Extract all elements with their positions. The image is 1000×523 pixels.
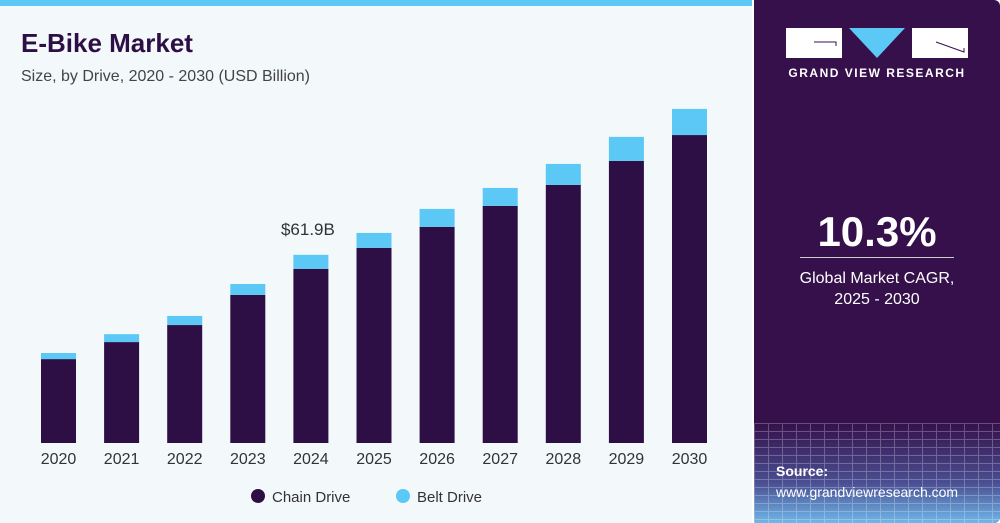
chart-subtitle: Size, by Drive, 2020 - 2030 (USD Billion… bbox=[21, 68, 311, 85]
x-tick-label: 2028 bbox=[546, 451, 582, 468]
x-tick-label: 2030 bbox=[672, 451, 708, 468]
bar-belt-drive-2028 bbox=[545, 163, 581, 185]
bar-belt-drive-2024 bbox=[293, 254, 329, 269]
bar-chain-drive-2029 bbox=[608, 160, 644, 443]
x-tick-label: 2025 bbox=[356, 451, 392, 468]
bar-belt-drive-2023 bbox=[230, 284, 266, 295]
bar-chain-drive-2021 bbox=[104, 342, 140, 443]
info-sidebar: GRAND VIEW RESEARCH 10.3% Global Market … bbox=[754, 0, 1000, 523]
bar-chain-drive-2020 bbox=[41, 359, 76, 443]
grid-decoration bbox=[754, 423, 1000, 523]
divider bbox=[800, 257, 954, 258]
bar-chain-drive-2027 bbox=[482, 205, 518, 443]
cagr-label: Global Market CAGR, 2025 - 2030 bbox=[754, 268, 1000, 310]
x-tick-label: 2024 bbox=[293, 451, 329, 468]
source-label: Source: bbox=[776, 463, 829, 479]
legend-label: Chain Drive bbox=[272, 489, 350, 506]
gvr-logo bbox=[786, 28, 968, 58]
cagr-label-line2: 2025 - 2030 bbox=[834, 291, 920, 308]
cagr-value: 10.3% bbox=[817, 208, 937, 255]
x-tick-label: 2029 bbox=[609, 451, 645, 468]
bar-chart: 2020 2021 2022 2023 2024 $61.9B 2025 2026 2027 20… bbox=[41, 108, 708, 506]
bar-chain-drive-2022 bbox=[167, 325, 203, 443]
bar-chain-drive-2024 bbox=[293, 268, 329, 443]
legend-marker bbox=[251, 489, 265, 503]
bar-belt-drive-2027 bbox=[482, 187, 518, 206]
bar-belt-drive-2021 bbox=[104, 334, 140, 343]
bar-belt-drive-2026 bbox=[419, 208, 455, 227]
x-tick-label: 2022 bbox=[167, 451, 203, 468]
data-label: $61.9B bbox=[281, 220, 335, 239]
legend-marker bbox=[396, 489, 410, 503]
x-tick-label: 2027 bbox=[482, 451, 518, 468]
bar-belt-drive-2029 bbox=[608, 136, 644, 161]
legend-label: Belt Drive bbox=[417, 489, 482, 506]
bar-chain-drive-2023 bbox=[230, 294, 266, 443]
bar-chain-drive-2026 bbox=[419, 226, 455, 443]
bar-belt-drive-2025 bbox=[356, 232, 392, 248]
bar-belt-drive-2020 bbox=[41, 353, 76, 360]
grid-lines-decoration bbox=[754, 423, 1000, 523]
x-tick-label: 2020 bbox=[41, 451, 77, 468]
x-tick-label: 2023 bbox=[230, 451, 266, 468]
source-url[interactable]: www.grandviewresearch.com bbox=[776, 484, 959, 500]
x-tick-label: 2021 bbox=[104, 451, 140, 468]
brand-name: GRAND VIEW RESEARCH bbox=[788, 66, 966, 80]
cagr-label-line1: Global Market CAGR, bbox=[799, 270, 955, 287]
bar-chain-drive-2025 bbox=[356, 247, 392, 443]
chart-title: E-Bike Market bbox=[21, 28, 193, 58]
bar-belt-drive-2030 bbox=[672, 108, 707, 136]
x-tick-label: 2026 bbox=[419, 451, 455, 468]
bar-belt-drive-2022 bbox=[167, 315, 203, 326]
chart-panel: E-Bike Market Size, by Drive, 2020 - 203… bbox=[0, 0, 752, 523]
bar-chain-drive-2028 bbox=[545, 184, 581, 444]
bar-chain-drive-2030 bbox=[672, 135, 707, 443]
